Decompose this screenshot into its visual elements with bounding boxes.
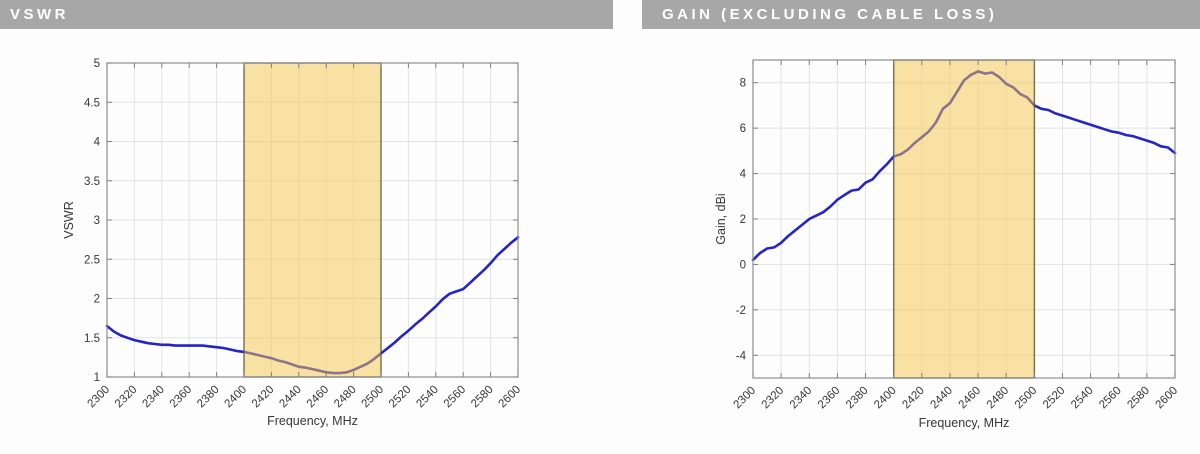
y-tick-label: 1 bbox=[94, 372, 100, 384]
x-tick-label: 2400 bbox=[223, 384, 250, 411]
x-tick-label: 2420 bbox=[250, 384, 277, 411]
x-tick-label: 2600 bbox=[497, 384, 524, 411]
y-axis-label: Gain, dBi bbox=[714, 193, 728, 244]
x-tick-label: 2320 bbox=[760, 385, 787, 412]
x-tick-label: 2480 bbox=[985, 385, 1012, 412]
section-header-vswr: VSWR bbox=[0, 0, 613, 29]
x-tick-label: 2600 bbox=[1154, 385, 1181, 412]
y-tick-label: 4 bbox=[740, 169, 747, 181]
x-tick-label: 2380 bbox=[195, 384, 222, 411]
x-tick-label: 2500 bbox=[1013, 385, 1040, 412]
section-header-vswr-label: VSWR bbox=[10, 6, 69, 23]
x-tick-label: 2320 bbox=[113, 384, 140, 411]
x-tick-label: 2540 bbox=[414, 384, 441, 411]
x-axis-label: Frequency, MHz bbox=[919, 416, 1010, 430]
x-tick-label: 2580 bbox=[1125, 385, 1152, 412]
x-tick-label: 2300 bbox=[732, 385, 759, 412]
x-tick-label: 2480 bbox=[332, 384, 359, 411]
vswr-chart: 2300 2320 2340 2360 2380 2400 2420 2440 2460 2480… bbox=[62, 58, 524, 428]
x-axis-label: Frequency, MHz bbox=[267, 414, 358, 428]
gain-chart: 2300 2320 2340 2360 2380 2400 2420 2440 2460 2480… bbox=[714, 59, 1181, 430]
y-axis-label: VSWR bbox=[62, 201, 76, 239]
x-tick-label: 2300 bbox=[86, 384, 113, 411]
x-tick-label: 2340 bbox=[788, 385, 815, 412]
y-tick-label: 1.5 bbox=[84, 333, 100, 345]
x-tick-label: 2400 bbox=[872, 385, 899, 412]
y-tick-label: 2.5 bbox=[84, 254, 100, 266]
section-header-gain: GAIN (EXCLUDING CABLE LOSS) bbox=[642, 0, 1200, 29]
y-tick-label: 6 bbox=[740, 123, 746, 135]
x-tick-label: 2460 bbox=[957, 385, 984, 412]
y-tick-label: 3.5 bbox=[84, 176, 100, 188]
y-tick-label: 8 bbox=[740, 78, 746, 90]
x-tick-label: 2380 bbox=[844, 385, 871, 412]
x-tick-label: 2420 bbox=[900, 385, 927, 412]
x-tick-label: 2460 bbox=[305, 384, 332, 411]
y-tick-label: 2 bbox=[740, 214, 746, 226]
x-tick-label: 2560 bbox=[1097, 385, 1124, 412]
y-tick-label: -2 bbox=[736, 305, 746, 317]
x-tick-label: 2340 bbox=[140, 384, 167, 411]
x-tick-label: 2500 bbox=[360, 384, 387, 411]
x-tick-label: 2440 bbox=[928, 385, 955, 412]
highlight-band-2400-2500 bbox=[243, 62, 382, 378]
y-tick-label: 5 bbox=[94, 58, 100, 70]
x-tick-label: 2580 bbox=[469, 384, 496, 411]
y-tick-label: 4 bbox=[94, 137, 101, 149]
x-tick-label: 2360 bbox=[816, 385, 843, 412]
highlight-band-2400-2500 bbox=[893, 59, 1036, 379]
y-tick-label: 0 bbox=[740, 259, 746, 271]
x-tick-label: 2560 bbox=[442, 384, 469, 411]
y-tick-label: -4 bbox=[736, 350, 747, 362]
y-tick-label: 3 bbox=[94, 215, 100, 227]
x-tick-label: 2520 bbox=[387, 384, 414, 411]
x-tick-label: 2520 bbox=[1041, 385, 1068, 412]
y-tick-label: 2 bbox=[94, 294, 100, 306]
x-tick-label: 2360 bbox=[168, 384, 195, 411]
y-tick-label: 4.5 bbox=[84, 97, 100, 109]
section-header-gain-label: GAIN (EXCLUDING CABLE LOSS) bbox=[662, 6, 998, 23]
x-tick-label: 2540 bbox=[1069, 385, 1096, 412]
x-tick-label: 2440 bbox=[277, 384, 304, 411]
